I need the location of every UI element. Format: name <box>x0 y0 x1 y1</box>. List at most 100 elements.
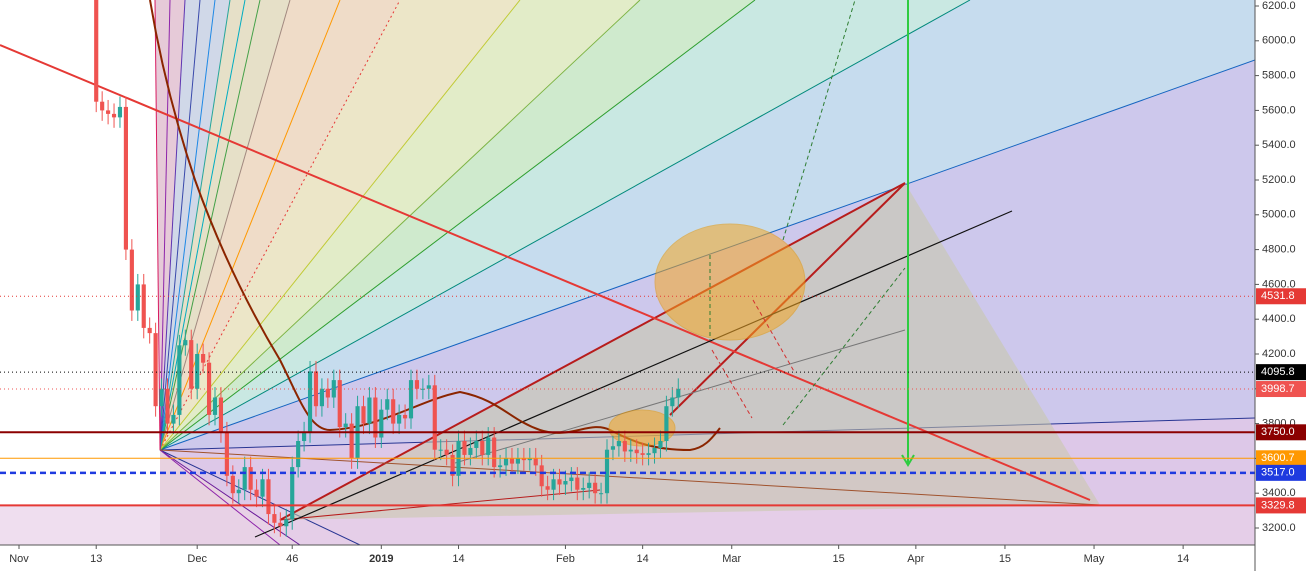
price-label-box <box>1256 364 1306 381</box>
candle-body <box>153 333 158 407</box>
candle-body <box>325 388 330 398</box>
candle-body <box>242 467 247 490</box>
candle-body <box>272 514 277 523</box>
candle-body <box>575 477 580 490</box>
candle-body <box>598 493 604 495</box>
candle-body <box>349 423 354 459</box>
candle-body <box>117 106 123 118</box>
candle-body <box>296 441 301 468</box>
price-label-box <box>1256 497 1306 514</box>
candle-body <box>260 479 265 497</box>
candle-body <box>658 441 663 448</box>
x-tick-label: 15 <box>999 553 1011 565</box>
x-tick-label: Feb <box>556 553 575 565</box>
candle-body <box>533 458 538 466</box>
candle-body <box>539 465 544 487</box>
candle-body <box>236 489 241 494</box>
candle-body <box>290 467 295 520</box>
candle-body <box>230 475 235 494</box>
candle-body <box>147 327 152 334</box>
candle-body <box>248 467 253 490</box>
x-tick-label: 2019 <box>369 553 393 565</box>
candle-body <box>652 447 657 454</box>
candle-body <box>610 446 616 450</box>
candle-body <box>254 489 259 497</box>
candle-body <box>622 441 627 452</box>
time-axis <box>0 545 1255 571</box>
y-tick-label: 6000.0 <box>1262 35 1296 47</box>
y-tick-label: 6200.0 <box>1262 0 1296 12</box>
candle-body <box>509 458 515 464</box>
candle-body <box>462 441 467 455</box>
candle-body <box>444 449 449 455</box>
candle-body <box>331 380 336 398</box>
candle-body <box>676 388 681 398</box>
candle-body <box>302 432 307 442</box>
x-tick-label: 14 <box>452 553 464 565</box>
price-label: 3750.0 <box>1261 426 1295 438</box>
candle-body <box>94 0 99 102</box>
trend-line <box>254 210 1013 538</box>
candle-body <box>402 414 408 419</box>
candle-body <box>634 449 639 454</box>
price-label-box <box>1256 288 1306 305</box>
candle-body <box>278 522 283 527</box>
drawings <box>0 0 1255 545</box>
candle-body <box>521 458 526 461</box>
price-label-box <box>1256 424 1306 441</box>
candle-body <box>432 385 437 450</box>
y-tick-label: 4200.0 <box>1262 348 1296 360</box>
candle-body <box>498 465 503 468</box>
candle-body <box>391 399 396 424</box>
y-tick-label: 5200.0 <box>1262 174 1296 186</box>
price-label: 3329.8 <box>1261 499 1295 511</box>
candle-body <box>135 284 140 311</box>
candle-body <box>313 371 319 407</box>
candle-body <box>438 449 443 451</box>
candle-body <box>604 449 610 494</box>
x-tick-label: 46 <box>286 553 298 565</box>
y-tick-label: 5400.0 <box>1262 139 1296 151</box>
y-tick-label: 4400.0 <box>1262 313 1296 325</box>
price-label: 3998.7 <box>1261 383 1295 395</box>
candle-body <box>284 519 289 527</box>
candle-body <box>224 432 229 476</box>
candle-body <box>557 479 562 485</box>
candle-body <box>379 409 384 438</box>
candle-body <box>515 458 520 464</box>
candle-body <box>367 397 372 424</box>
highlight <box>654 223 806 341</box>
x-tick-label: Nov <box>9 553 29 565</box>
y-tick-label: 4600.0 <box>1262 278 1296 290</box>
candle-body <box>426 385 431 389</box>
candle-body <box>545 486 550 490</box>
candle-body <box>503 458 509 466</box>
candle-body <box>492 437 497 468</box>
candle-body <box>474 441 479 448</box>
y-tick-label: 5600.0 <box>1262 104 1296 116</box>
candle-body <box>129 249 134 311</box>
candle-body <box>206 362 212 415</box>
candle-body <box>319 388 324 407</box>
candle-body <box>551 479 556 490</box>
y-tick-label: 3400.0 <box>1262 487 1296 499</box>
candle-body <box>640 453 645 455</box>
price-lines <box>0 295 1255 507</box>
x-tick-label: 14 <box>637 553 649 565</box>
price-label: 3517.0 <box>1261 467 1295 479</box>
x-tick-label: Apr <box>907 553 924 565</box>
candle-body <box>189 340 194 389</box>
candle-body <box>165 388 170 424</box>
candle-body <box>343 423 348 428</box>
candle-body <box>408 380 414 419</box>
candle-body <box>468 447 473 455</box>
candle-body <box>397 414 402 424</box>
candle-body <box>569 477 574 482</box>
candle-body <box>581 487 586 490</box>
candle-body <box>123 106 128 250</box>
price-label: 3600.7 <box>1261 452 1295 464</box>
candle-body <box>563 481 568 485</box>
x-tick-label: May <box>1084 553 1105 565</box>
candle-body <box>628 449 633 452</box>
candle-body <box>373 397 378 438</box>
